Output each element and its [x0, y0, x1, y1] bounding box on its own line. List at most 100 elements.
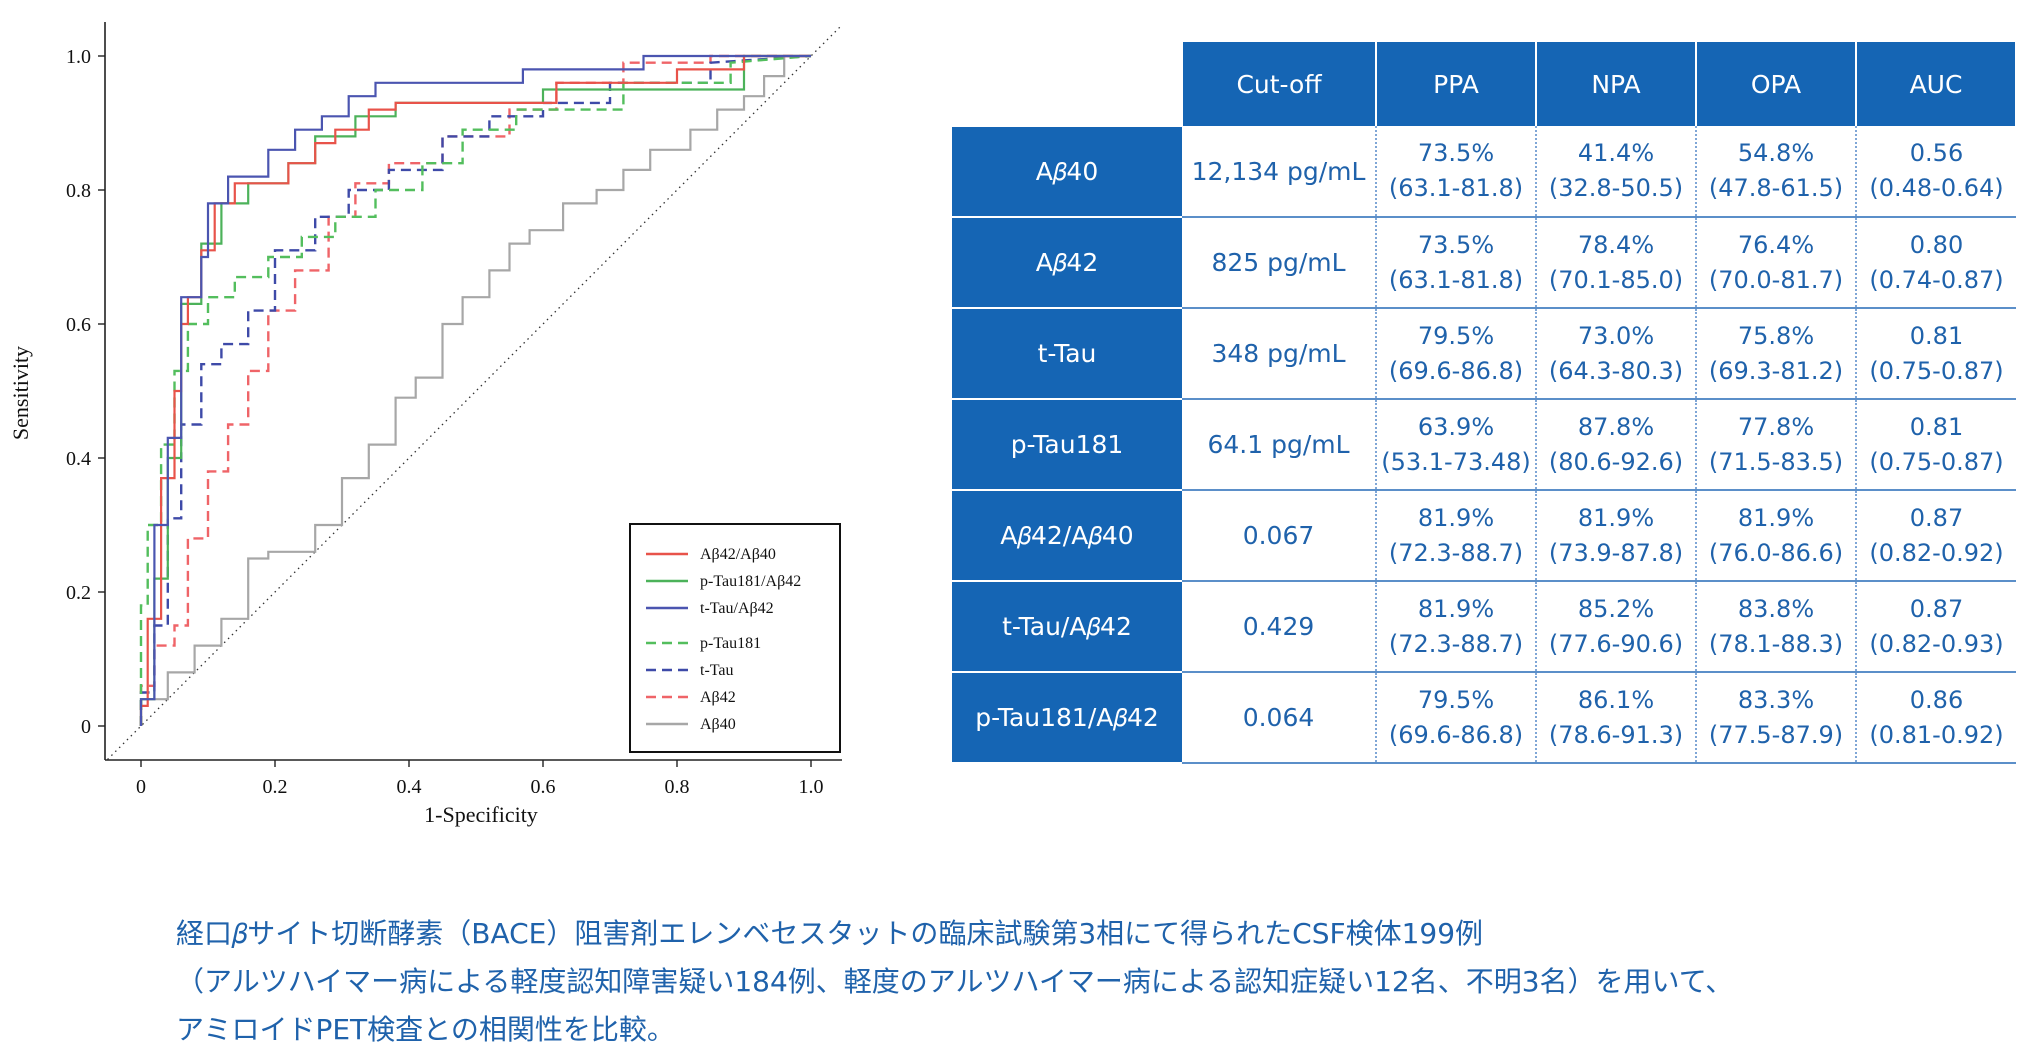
opa-value: 75.8%	[1737, 321, 1815, 350]
npa-cell: 73.0% (64.3-80.3)	[1535, 308, 1696, 400]
table-row: A𝛽42/A𝛽40 0.067 81.9% (72.3-88.7) 81.9% (7…	[952, 489, 2016, 582]
table-row: t-Tau/A𝛽42 0.429 81.9% (72.3-88.7) 85.2% (…	[952, 580, 2016, 673]
x-tick-label: 0	[136, 776, 146, 798]
row-label: A𝛽40	[952, 125, 1182, 218]
opa-value: 83.8%	[1737, 594, 1815, 623]
opa-cell: 54.8% (47.8-61.5)	[1695, 126, 1856, 218]
y-tick-label: 0.8	[66, 180, 91, 202]
legend-label: p-Tau181	[700, 635, 761, 652]
caption-line: （アルツハイマー病による軽度認知障害疑い184例、軽度のアルツハイマー病による認…	[176, 965, 1734, 998]
cutoff-cell: 64.1 pg/mL	[1182, 399, 1376, 491]
legend-label: Aβ40	[700, 716, 736, 733]
npa-ci: (78.6-91.3)	[1548, 720, 1684, 749]
opa-ci: (47.8-61.5)	[1708, 174, 1844, 202]
cutoff-cell: 0.429	[1182, 581, 1376, 673]
ppa-value: 73.5%	[1417, 139, 1495, 167]
ppa-ci: (72.3-88.7)	[1388, 629, 1524, 658]
y-tick-label: 1.0	[66, 46, 91, 68]
opa-cell: 83.8% (78.1-88.3)	[1695, 581, 1856, 673]
ppa-cell: 79.5% (69.6-86.8)	[1375, 672, 1536, 764]
npa-ci: (77.6-90.6)	[1548, 629, 1684, 658]
legend-label: Aβ42	[700, 689, 736, 706]
ppa-ci: (72.3-88.7)	[1388, 538, 1524, 567]
opa-value: 83.3%	[1737, 685, 1815, 714]
npa-ci: (73.9-87.8)	[1548, 538, 1684, 567]
auc-cell: 0.81 (0.75-0.87)	[1855, 399, 2016, 491]
caption-line: 経口𝛽サイト切断酵素（BACE）阻害剤エレンベセスタットの臨床試験第3相にて得ら…	[176, 917, 1484, 950]
legend-label: Aβ42/Aβ40	[700, 546, 776, 563]
col-header-auc: AUC	[1855, 42, 2017, 126]
x-tick-label: 1.0	[799, 776, 824, 798]
npa-cell: 85.2% (77.6-90.6)	[1535, 581, 1696, 673]
auc-cell: 0.87 (0.82-0.92)	[1855, 490, 2016, 582]
table-row: p-Tau181/A𝛽42 0.064 79.5% (69.6-86.8) 86.…	[952, 671, 2016, 764]
legend-box	[629, 523, 841, 753]
caption: 経口𝛽サイト切断酵素（BACE）阻害剤エレンベセスタットの臨床試験第3相にて得ら…	[176, 910, 1976, 1054]
opa-value: 76.4%	[1737, 230, 1815, 259]
legend-label: t-Tau	[700, 662, 734, 679]
ppa-value: 81.9%	[1417, 594, 1495, 623]
row-label: A𝛽42/A𝛽40	[952, 489, 1182, 582]
auc-ci: (0.82-0.92)	[1869, 538, 2004, 567]
npa-ci: (64.3-80.3)	[1548, 356, 1684, 385]
table-row: p-Tau181 64.1 pg/mL 63.9% (53.1-73.48) 87…	[952, 398, 2016, 491]
auc-value: 0.80	[1909, 230, 1964, 259]
ppa-ci: (63.1-81.8)	[1388, 174, 1524, 202]
opa-cell: 77.8% (71.5-83.5)	[1695, 399, 1856, 491]
ppa-cell: 81.9% (72.3-88.7)	[1375, 490, 1536, 582]
auc-value: 0.86	[1909, 685, 1964, 714]
auc-value: 0.87	[1909, 503, 1964, 532]
ppa-value: 79.5%	[1417, 321, 1495, 350]
auc-ci: (0.75-0.87)	[1869, 447, 2004, 476]
npa-ci: (32.8-50.5)	[1548, 174, 1684, 202]
npa-cell: 81.9% (73.9-87.8)	[1535, 490, 1696, 582]
ppa-value: 79.5%	[1417, 685, 1495, 714]
opa-ci: (70.0-81.7)	[1708, 265, 1844, 294]
y-tick-label: 0.6	[66, 314, 91, 336]
auc-ci: (0.82-0.93)	[1869, 629, 2004, 658]
npa-cell: 78.4% (70.1-85.0)	[1535, 217, 1696, 309]
ppa-value: 63.9%	[1417, 412, 1495, 441]
series-line	[139, 54, 811, 726]
auc-cell: 0.80 (0.74-0.87)	[1855, 217, 2016, 309]
opa-cell: 76.4% (70.0-81.7)	[1695, 217, 1856, 309]
row-label: p-Tau181/A𝛽42	[952, 671, 1182, 764]
table-corner	[952, 42, 1182, 126]
auc-cell: 0.56 (0.48-0.64)	[1855, 126, 2016, 218]
auc-ci: (0.81-0.92)	[1869, 720, 2004, 749]
auc-ci: (0.75-0.87)	[1869, 356, 2004, 385]
cutoff-cell: 0.064	[1182, 672, 1376, 764]
table-header-row: Cut-off PPA NPA OPA AUC	[952, 42, 2017, 126]
opa-ci: (69.3-81.2)	[1708, 356, 1844, 385]
auc-cell: 0.86 (0.81-0.92)	[1855, 672, 2016, 764]
opa-value: 81.9%	[1737, 503, 1815, 532]
auc-value: 0.87	[1909, 594, 1964, 623]
npa-ci: (70.1-85.0)	[1548, 265, 1684, 294]
cutoff-cell: 12,134 pg/mL	[1182, 126, 1376, 218]
auc-value: 0.56	[1909, 139, 1964, 167]
ppa-value: 73.5%	[1417, 230, 1495, 259]
npa-value: 86.1%	[1577, 685, 1655, 714]
ppa-value: 81.9%	[1417, 503, 1495, 532]
series-line	[139, 54, 812, 726]
axes: 0 0.2 0.4 0.6 0.8 1.0 0 0.2 0.4 0.6 0.8 1.0	[66, 22, 842, 798]
npa-ci: (80.6-92.6)	[1548, 447, 1684, 476]
cutoff-cell: 0.067	[1182, 490, 1376, 582]
ppa-cell: 73.5% (63.1-81.8)	[1375, 217, 1536, 309]
npa-value: 81.9%	[1577, 503, 1655, 532]
row-label: t-Tau/A𝛽42	[952, 580, 1182, 673]
ppa-ci: (69.6-86.8)	[1388, 356, 1524, 385]
auc-ci: (0.74-0.87)	[1869, 265, 2004, 294]
npa-value: 73.0%	[1577, 321, 1655, 350]
ppa-cell: 81.9% (72.3-88.7)	[1375, 581, 1536, 673]
roc-chart: 0 0.2 0.4 0.6 0.8 1.0 0 0.2 0.4 0.6 0.8 1.0 Aβ42/Aβ…	[8, 22, 842, 827]
opa-cell: 81.9% (76.0-86.6)	[1695, 490, 1856, 582]
table-row: A𝛽42 825 pg/mL 73.5% (63.1-81.8) 78.4% (70…	[952, 216, 2016, 309]
legend-label: p-Tau181/Aβ42	[700, 573, 801, 590]
row-label: A𝛽42	[952, 216, 1182, 309]
opa-ci: (71.5-83.5)	[1708, 447, 1844, 476]
npa-value: 87.8%	[1577, 412, 1655, 441]
auc-cell: 0.87 (0.82-0.93)	[1855, 581, 2016, 673]
row-label: p-Tau181	[952, 398, 1182, 491]
opa-ci: (76.0-86.6)	[1708, 538, 1844, 567]
